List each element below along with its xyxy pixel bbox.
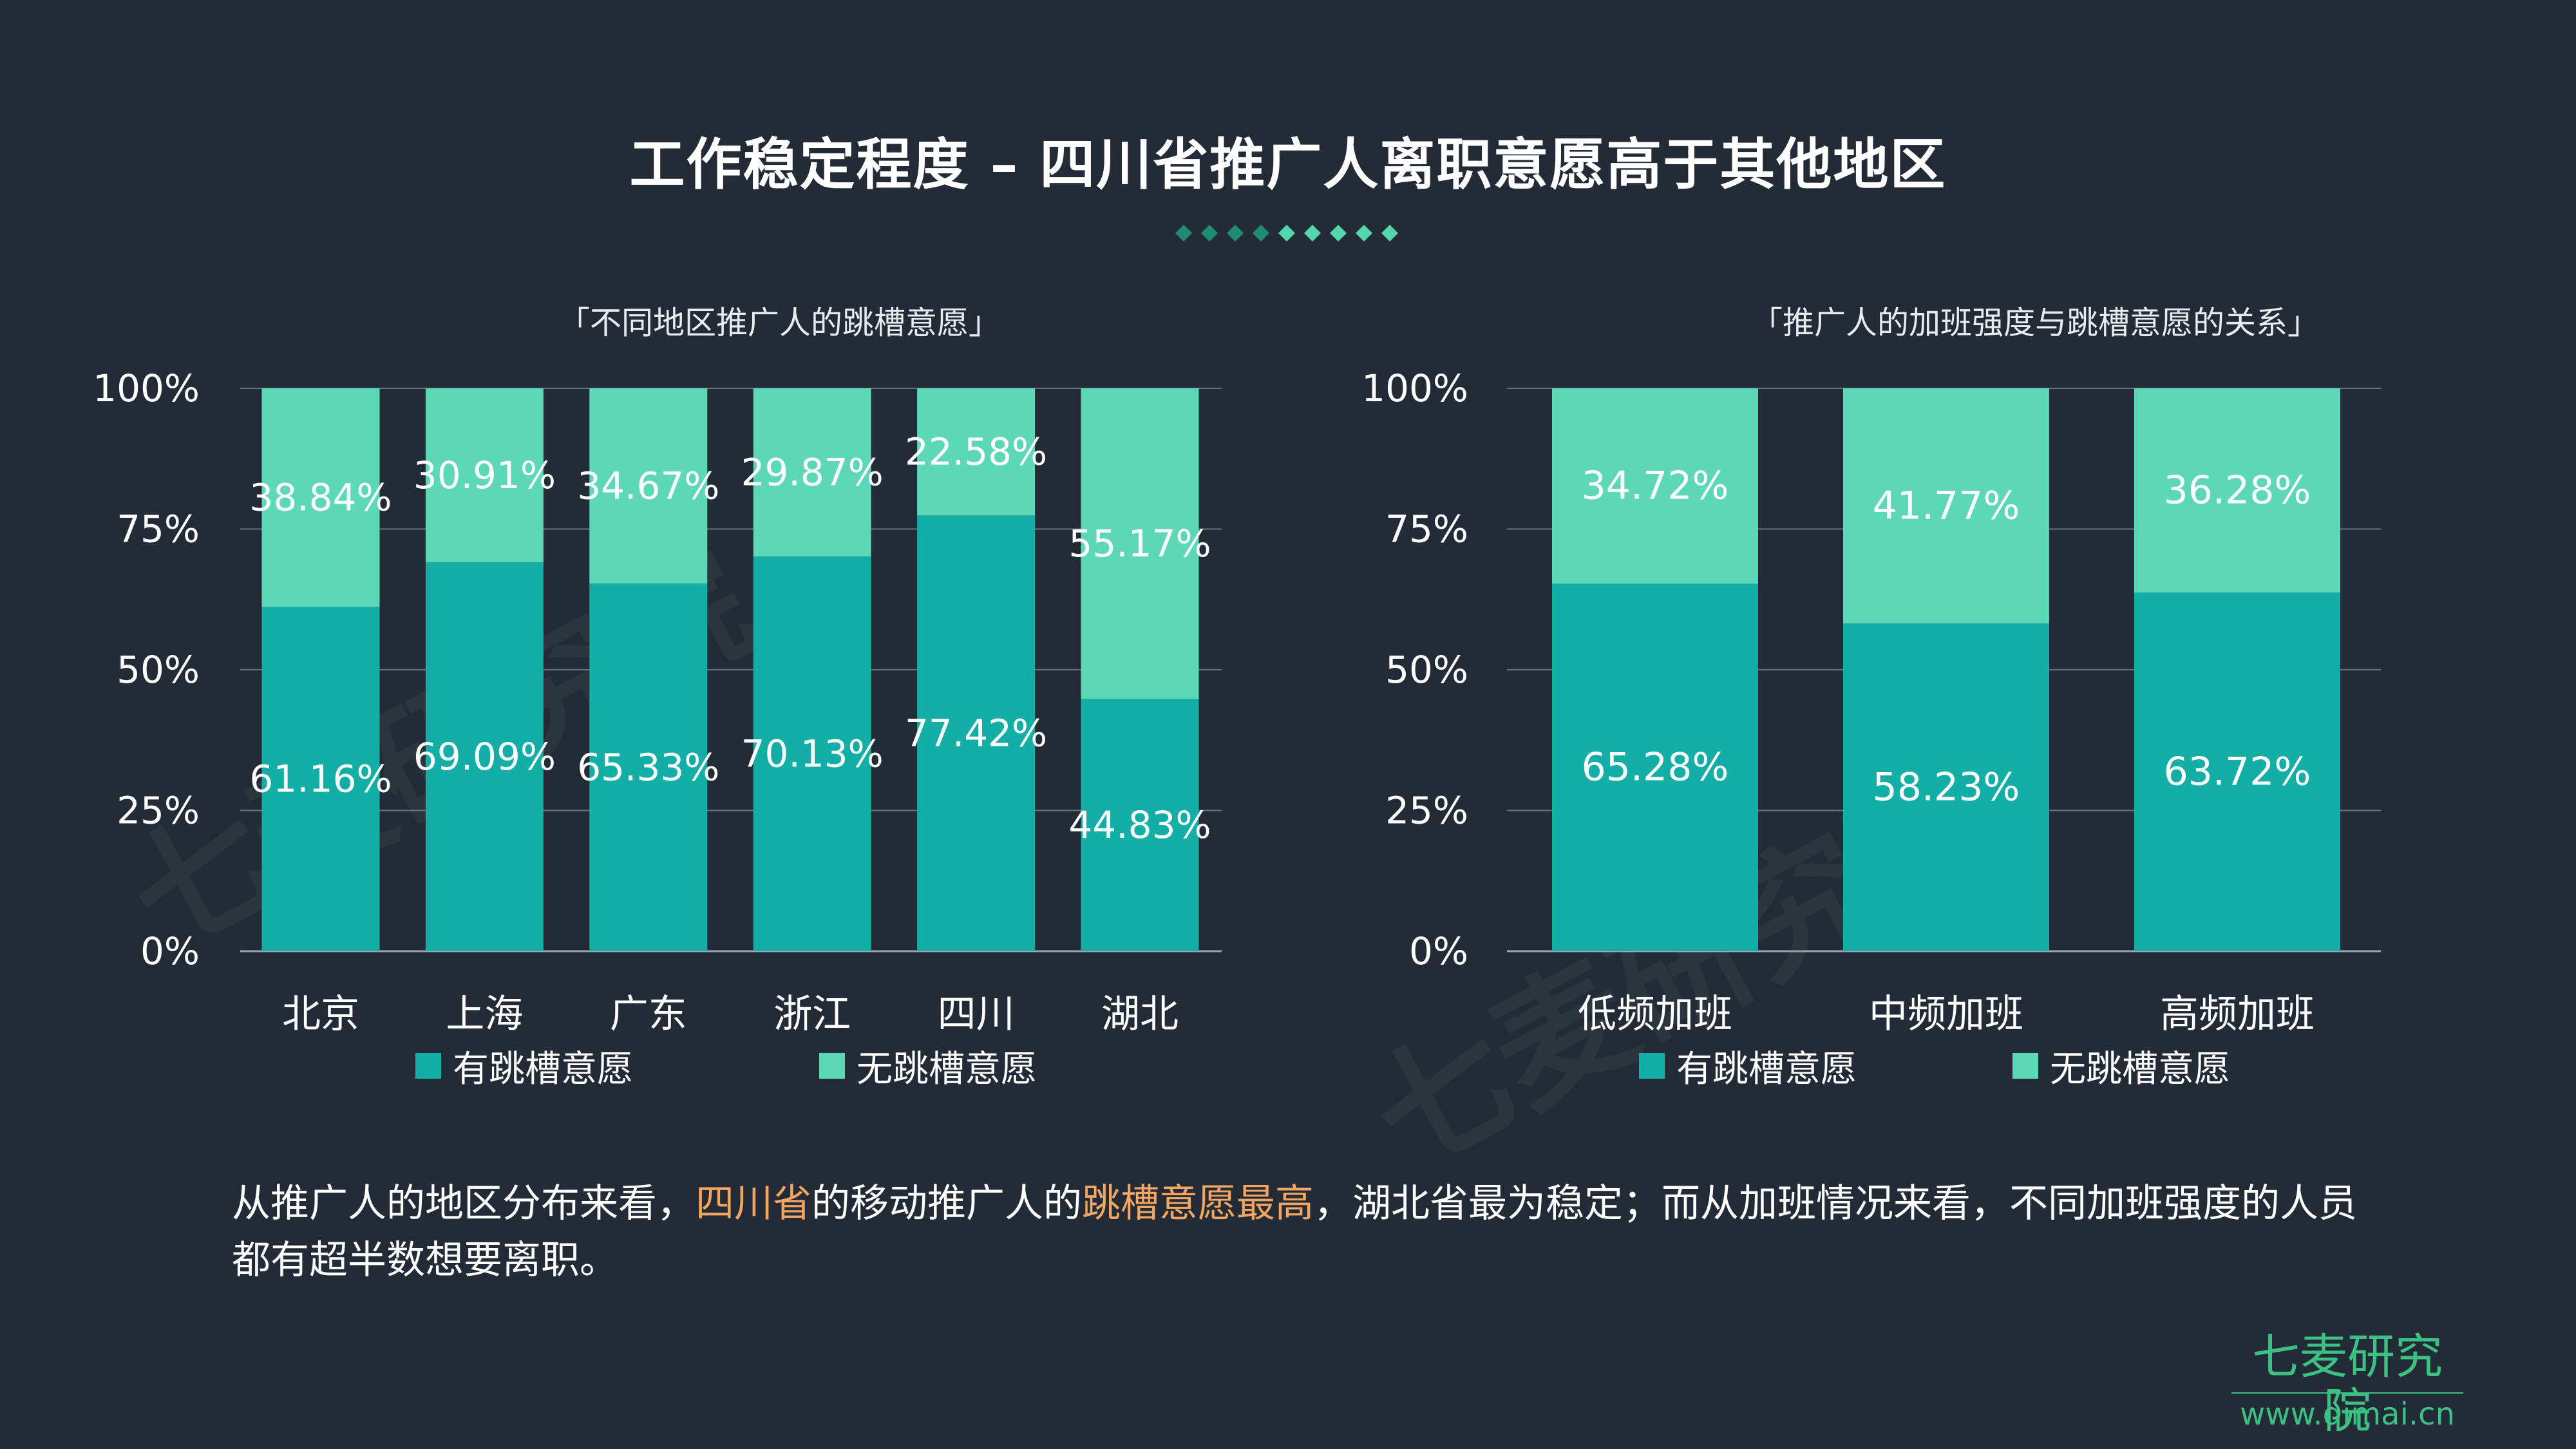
summary-part: ，湖北省最为稳定；而从加班情况来看，不同加班强度的人员都有超半数想要离职。	[232, 1181, 2357, 1283]
bar-has-intent	[917, 515, 1036, 951]
x-tick-label: 北京	[282, 992, 359, 1037]
x-tick-label: 中频加班	[1869, 992, 2023, 1037]
brand-divider	[2231, 1392, 2463, 1394]
bar-no-intent	[753, 388, 871, 557]
bar-has-intent	[1552, 583, 1758, 951]
chart-2-title: 「推广人的加班强度与跳槽意愿的关系」	[1750, 305, 2319, 341]
x-tick-label: 高频加班	[2160, 992, 2315, 1037]
summary-part: 从推广人的地区分布来看，	[232, 1181, 696, 1226]
divider-diamond	[1278, 225, 1295, 242]
title-divider	[1175, 225, 1398, 242]
bar-no-intent	[1843, 388, 2049, 624]
bar-no-intent	[261, 388, 380, 607]
divider-diamond	[1175, 225, 1192, 242]
bar-no-intent	[425, 388, 544, 563]
legend-swatch-has-intent	[1639, 1053, 1665, 1079]
data-label: 63.72%	[2164, 750, 2311, 795]
summary-part: 的移动推广人的	[811, 1181, 1082, 1226]
summary-highlight-province: 四川省	[696, 1181, 811, 1226]
data-label: 44.83%	[1068, 803, 1211, 847]
bar-no-intent	[1552, 388, 1758, 584]
x-tick-label: 四川	[938, 992, 1015, 1037]
bar-has-intent	[425, 562, 544, 951]
y-tick-label: 0%	[1409, 929, 1468, 973]
divider-diamond	[1253, 225, 1269, 242]
data-label: 30.91%	[413, 453, 556, 497]
x-tick-label: 湖北	[1101, 992, 1179, 1037]
data-label: 29.87%	[741, 451, 884, 495]
data-label: 65.28%	[1582, 745, 1729, 790]
x-tick-label: 广东	[610, 992, 687, 1037]
page-title: 工作稳定程度 – 四川省推广人离职意愿高于其他地区	[629, 133, 1947, 197]
legend-swatch-no-intent	[819, 1053, 845, 1079]
legend-swatch-no-intent	[2012, 1053, 2038, 1079]
divider-diamond	[1304, 225, 1321, 242]
legend-label: 无跳槽意愿	[2050, 1048, 2230, 1090]
divider-diamond	[1227, 225, 1244, 242]
bar-has-intent	[753, 556, 871, 951]
data-label: 69.09%	[413, 735, 556, 779]
x-tick-label: 上海	[446, 992, 523, 1037]
bar-no-intent	[1081, 388, 1199, 699]
divider-diamond	[1356, 225, 1372, 242]
y-tick-label: 75%	[117, 507, 200, 551]
y-tick-label: 25%	[1385, 789, 1468, 833]
bar-has-intent	[1081, 699, 1199, 951]
legend-item-no-intent: 无跳槽意愿	[2012, 1040, 2230, 1092]
data-label: 61.16%	[249, 757, 392, 801]
data-label: 58.23%	[1873, 765, 2020, 810]
x-tick-label: 低频加班	[1578, 992, 1732, 1037]
data-label: 36.28%	[2164, 468, 2311, 513]
legend-label: 有跳槽意愿	[1676, 1048, 1857, 1090]
bar-has-intent	[261, 607, 380, 951]
data-label: 34.67%	[577, 464, 719, 508]
bar-no-intent	[589, 388, 708, 584]
data-label: 41.77%	[1873, 484, 2020, 529]
data-label: 55.17%	[1068, 522, 1211, 565]
y-tick-label: 0%	[140, 929, 200, 973]
data-label: 70.13%	[741, 732, 884, 776]
divider-diamond	[1330, 225, 1347, 242]
divider-diamond	[1381, 225, 1398, 242]
data-label: 77.42%	[905, 712, 1047, 755]
legend-label: 有跳槽意愿	[453, 1048, 633, 1090]
data-label: 65.33%	[577, 746, 719, 790]
brand-url: www.qimai.cn	[2239, 1396, 2455, 1432]
summary-highlight-intent: 跳槽意愿最高	[1082, 1181, 1314, 1226]
chart-1-title: 「不同地区推广人的跳槽意愿」	[558, 305, 1000, 341]
y-tick-label: 25%	[117, 789, 200, 833]
y-tick-label: 75%	[1385, 507, 1468, 551]
data-label: 38.84%	[249, 476, 392, 520]
chart-region: 0% 25% 50% 75% 100% 61.16% 38.84% 北京 69.09% 30.91…	[93, 366, 1222, 1037]
y-tick-label: 100%	[93, 366, 200, 410]
bar-no-intent	[2134, 388, 2340, 593]
bar-has-intent	[1843, 623, 2049, 951]
legend-label: 无跳槽意愿	[857, 1048, 1037, 1090]
data-label: 22.58%	[905, 430, 1047, 474]
legend-swatch-has-intent	[415, 1053, 441, 1079]
legend-item-has-intent: 有跳槽意愿	[415, 1040, 633, 1092]
y-tick-label: 50%	[117, 648, 200, 692]
bar-has-intent	[2134, 592, 2340, 951]
bar-no-intent	[917, 388, 1036, 516]
y-tick-label: 50%	[1385, 648, 1468, 692]
data-label: 34.72%	[1582, 464, 1729, 509]
divider-diamond	[1201, 225, 1218, 242]
chart-overtime: 0% 25% 50% 75% 100% 65.28% 34.72% 低频加班 58.23% 41.…	[1361, 366, 2381, 1037]
x-tick-label: 浙江	[773, 992, 851, 1037]
bar-has-intent	[589, 583, 708, 951]
legend-item-has-intent: 有跳槽意愿	[1639, 1040, 1857, 1092]
summary-text: 从推广人的地区分布来看，四川省的移动推广人的跳槽意愿最高，湖北省最为稳定；而从加…	[232, 1175, 2370, 1289]
y-tick-label: 100%	[1361, 366, 1468, 410]
legend-item-no-intent: 无跳槽意愿	[819, 1040, 1037, 1092]
